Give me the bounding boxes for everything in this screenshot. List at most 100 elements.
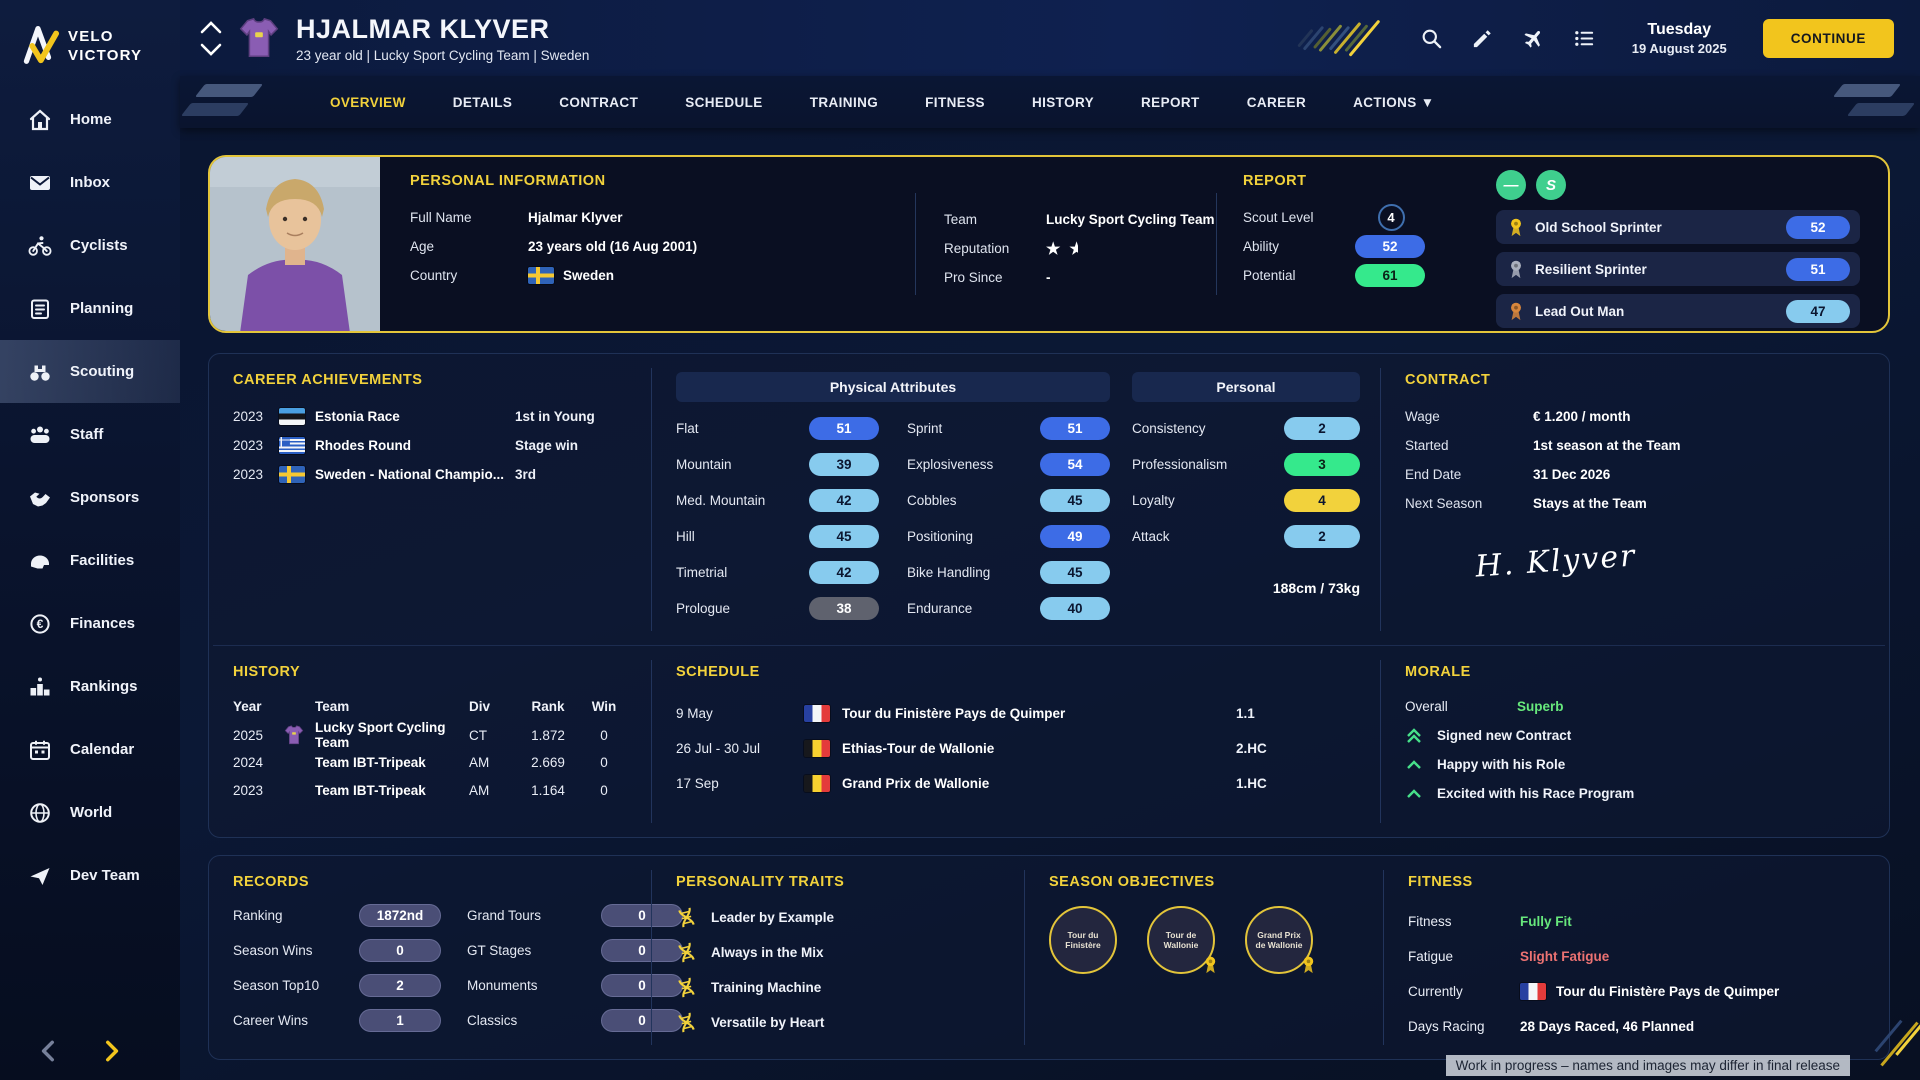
tab-overview[interactable]: OVERVIEW <box>330 94 406 110</box>
reputation-stars: ★★ <box>1046 239 1216 259</box>
sidebar-item-inbox[interactable]: Inbox <box>0 151 180 214</box>
schedule-panel: SCHEDULE 9 May Tour du Finistère Pays de… <box>652 646 1380 837</box>
sweden-flag-icon <box>528 267 554 284</box>
row-label: Age <box>410 239 435 254</box>
contract-row-started: Started 1st season at the Team <box>1405 431 1865 460</box>
section-title: SCHEDULE <box>676 664 760 680</box>
tab-contract[interactable]: CONTRACT <box>559 94 639 110</box>
divider <box>651 660 652 823</box>
record-pill: 0 <box>359 939 441 962</box>
info-row-pro-since: Pro Since - <box>944 263 1216 292</box>
history-team[interactable]: Team IBT-Tripeak <box>315 782 426 798</box>
tab-actions-dropdown[interactable]: ACTIONS ▼ <box>1353 94 1435 110</box>
status-badges: — S <box>1496 170 1860 200</box>
brand-line1: VELO <box>68 27 114 45</box>
home-icon <box>28 108 52 132</box>
middle-panel-bottom-row: HISTORY Year Team Div Rank Win 2025 <box>209 646 1889 837</box>
current-race-name[interactable]: Tour du Finistère Pays de Quimper <box>1556 984 1780 999</box>
team-name[interactable]: Lucky Sport Cycling Team <box>1046 212 1215 227</box>
tab-history[interactable]: HISTORY <box>1031 94 1095 110</box>
attribute-pill: 39 <box>809 453 879 476</box>
record-pill: 2 <box>359 974 441 997</box>
role-row-old-school-sprinter[interactable]: Old School Sprinter 52 <box>1496 210 1860 244</box>
team-jersey-icon <box>283 724 305 746</box>
sidebar-item-cyclists[interactable]: Cyclists <box>0 214 180 277</box>
coin-icon: € <box>28 612 52 636</box>
sidebar-item-sponsors[interactable]: Sponsors <box>0 466 180 529</box>
achievement-race[interactable]: Sweden - National Champio... <box>315 467 505 482</box>
dna-icon <box>674 975 699 1000</box>
trait-item: Always in the Mix <box>676 935 1000 970</box>
sponsor-badge-icon[interactable]: S <box>1536 170 1566 200</box>
row-value: - <box>1046 270 1051 285</box>
belgium-flag-icon <box>804 775 830 792</box>
sidebar-item-home[interactable]: Home <box>0 88 180 151</box>
achievement-race[interactable]: Estonia Race <box>315 409 400 424</box>
contract-row-wage: Wage € 1.200 / month <box>1405 402 1865 431</box>
sidebar-item-staff[interactable]: Staff <box>0 403 180 466</box>
objective-race-badge[interactable]: Tour de Wallonie <box>1147 906 1216 974</box>
sidebar-item-facilities[interactable]: Facilities <box>0 529 180 592</box>
tab-career[interactable]: CAREER <box>1246 94 1307 110</box>
records-grid: Ranking 1872nd Grand Tours 0 Season Wins… <box>233 904 683 1032</box>
dna-icon <box>674 1010 699 1035</box>
sidebar-item-label: Inbox <box>70 174 110 191</box>
sidebar-item-scouting[interactable]: Scouting <box>0 340 180 403</box>
search-icon[interactable] <box>1420 27 1443 50</box>
double-chevron-up-icon <box>1405 727 1423 744</box>
team-info-section: Team Lucky Sport Cycling Team Reputation… <box>916 157 1216 331</box>
fitness-row-fatigue: Fatigue Slight Fatigue <box>1408 939 1865 974</box>
history-team[interactable]: Team IBT-Tripeak <box>315 754 426 770</box>
record-pill: 1 <box>359 1009 441 1032</box>
physical-attributes-block: Physical Attributes Flat 51 Sprint 51 Mo… <box>676 372 1132 645</box>
tab-fitness[interactable]: FITNESS <box>925 94 985 110</box>
continue-button[interactable]: CONTINUE <box>1762 18 1894 58</box>
role-row-lead-out-man[interactable]: Lead Out Man 47 <box>1496 294 1860 328</box>
rider-identity: HJALMAR KLYVER 23 year old | Lucky Sport… <box>296 14 589 63</box>
record-label: Grand Tours <box>467 908 542 923</box>
previous-rider-chevron-up-icon[interactable] <box>200 20 222 34</box>
forward-arrow-icon[interactable] <box>98 1038 124 1064</box>
days-racing-value: 28 Days Raced, 46 Planned <box>1520 1019 1695 1034</box>
row-label: Fatigue <box>1408 949 1454 964</box>
france-flag-icon <box>1520 983 1546 1000</box>
role-value-pill: 47 <box>1786 299 1850 323</box>
sidebar-item-rankings[interactable]: Rankings <box>0 655 180 718</box>
achievement-race[interactable]: Rhodes Round <box>315 438 411 453</box>
trait-text: Leader by Example <box>711 910 835 925</box>
tab-details[interactable]: DETAILS <box>452 94 513 110</box>
status-minus-icon[interactable]: — <box>1496 170 1526 200</box>
edit-pencil-icon[interactable] <box>1471 27 1494 50</box>
diagonal-lines-decor <box>1297 13 1381 63</box>
trait-rows: Leader by Example Always in the Mix Trai… <box>676 900 1000 1040</box>
sidebar-item-world[interactable]: World <box>0 781 180 844</box>
personal-attributes-grid: Consistency 2 Professionalism 3 Loyalty … <box>1132 417 1360 548</box>
morale-overall-value: Superb <box>1517 699 1564 714</box>
objective-race-badge[interactable]: Tour du Finistère <box>1049 906 1117 974</box>
section-title: SEASON OBJECTIVES <box>1049 874 1215 890</box>
tab-report[interactable]: REPORT <box>1141 94 1200 110</box>
travel-plane-icon[interactable] <box>1522 27 1545 50</box>
attribute-pill: 51 <box>1040 417 1110 440</box>
history-team[interactable]: Lucky Sport Cycling Team <box>315 720 446 750</box>
attribute-label: Attack <box>1132 529 1170 544</box>
role-row-resilient-sprinter[interactable]: Resilient Sprinter 51 <box>1496 252 1860 286</box>
fitness-row-currently: Currently Tour du Finistère Pays de Quim… <box>1408 974 1865 1009</box>
sidebar-item-dev-team[interactable]: Dev Team <box>0 844 180 907</box>
list-menu-icon[interactable] <box>1573 27 1596 50</box>
race-name[interactable]: Tour du Finistère Pays de Quimper <box>842 706 1066 721</box>
sidebar-item-planning[interactable]: Planning <box>0 277 180 340</box>
back-arrow-icon[interactable] <box>36 1038 62 1064</box>
race-name[interactable]: Ethias-Tour de Wallonie <box>842 741 995 756</box>
next-rider-chevron-down-icon[interactable] <box>200 43 222 56</box>
tab-training[interactable]: TRAINING <box>809 94 879 110</box>
achievement-row: 2023 Estonia Race 1st in Young <box>233 402 627 431</box>
sidebar-item-finances[interactable]: € Finances <box>0 592 180 655</box>
race-name[interactable]: Grand Prix de Wallonie <box>842 776 990 791</box>
dna-icon <box>674 905 699 930</box>
tab-schedule[interactable]: SCHEDULE <box>685 94 763 110</box>
objective-race-badge[interactable]: Grand Prix de Wallonie <box>1245 906 1314 974</box>
contract-row-next-season: Next Season Stays at the Team <box>1405 489 1865 518</box>
record-label: Classics <box>467 1013 518 1028</box>
sidebar-item-calendar[interactable]: Calendar <box>0 718 180 781</box>
